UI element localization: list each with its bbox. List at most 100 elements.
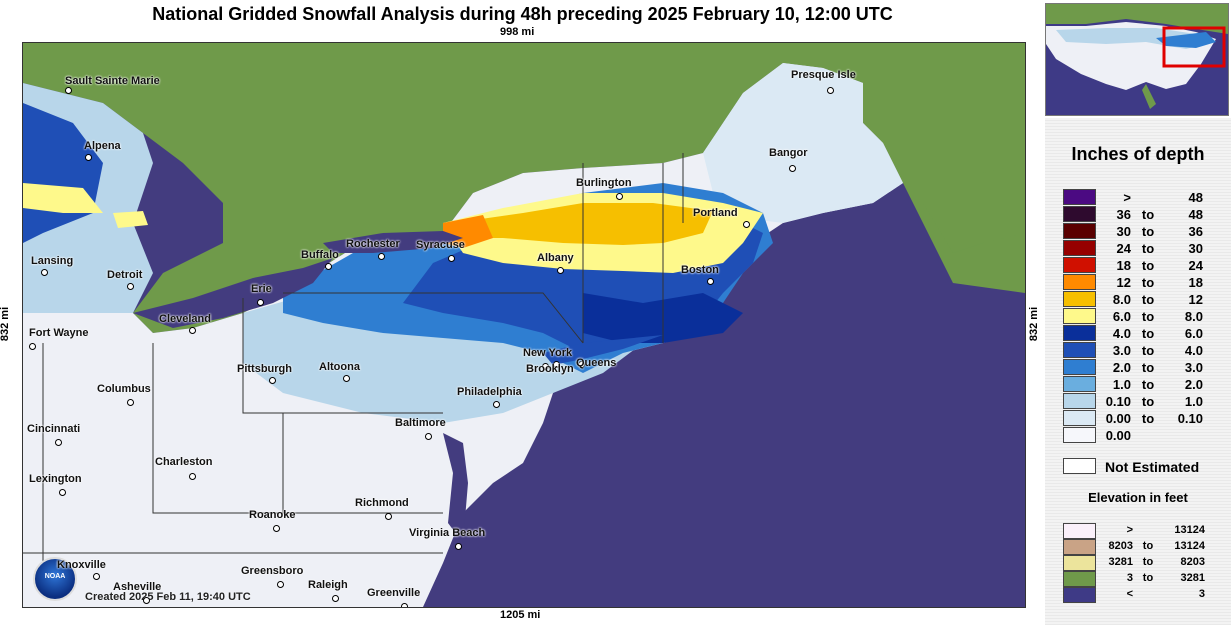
elevation-title: Elevation in feet [1088,490,1188,505]
city-label: Portland [693,207,738,219]
city-marker-icon [127,283,134,290]
legend-panel: Inches of depth >48 36 to 48 30 to 36 24 to 30 18 t… [1045,118,1231,625]
legend-low: 8.0 [1112,292,1131,307]
canada-land [23,43,1025,333]
legend-high: 3 [1198,588,1205,600]
legend-to: to [1141,292,1155,307]
legend-row: 0.00 to 0.10 [1063,410,1223,427]
snowfall-map[interactable]: NOAA Created 2025 Feb 11, 19:40 UTC Saul… [22,42,1026,608]
bottom-width-label: 1205 mi [500,609,541,621]
city-marker-icon [542,363,549,370]
legend-to: to [1141,343,1155,358]
city-label: Cleveland [159,313,211,325]
inset-view-box [1162,26,1226,68]
city-marker-icon [378,253,385,260]
city-label: Fort Wayne [29,327,89,339]
city-label: Greensboro [241,565,304,577]
inset-graphic [1046,4,1228,109]
city-label: Buffalo [301,249,339,261]
city-label: Sault Sainte Marie [65,75,160,87]
legend-swatch [1063,257,1096,273]
city-label: Burlington [576,177,632,189]
not-estimated-swatch [1063,458,1096,474]
legend-low: 36 [1116,207,1131,222]
legend-low: < [1126,588,1133,600]
city-marker-icon [401,603,408,607]
city-label: Asheville [113,581,162,593]
city-label: Erie [251,283,272,295]
legend-low: > [1126,524,1133,536]
legend-high: 30 [1188,241,1203,256]
legend-swatch [1063,223,1096,239]
city-marker-icon [59,489,66,496]
legend-row: 0.00 [1063,427,1223,444]
legend-high: 0.10 [1177,411,1203,426]
city-marker-icon [273,525,280,532]
city-marker-icon [616,193,623,200]
city-marker-icon [448,255,455,262]
legend-swatch [1063,410,1096,426]
legend-row: 3 to 3281 [1063,571,1223,588]
city-marker-icon [385,513,392,520]
map-graphic [23,43,1025,607]
city-marker-icon [455,543,462,550]
legend-to: to [1141,411,1155,426]
legend-swatch [1063,376,1096,392]
city-marker-icon [257,299,264,306]
legend-row: 0.10 to 1.0 [1063,393,1223,410]
legend-title: Inches of depth [1071,144,1205,164]
legend-high: 3281 [1180,572,1205,584]
legend-low: 8203 [1108,540,1133,552]
legend-swatch [1063,587,1096,603]
city-marker-icon [65,87,72,94]
city-marker-icon [325,263,332,270]
legend-swatch [1063,274,1096,290]
legend-row: 3.0 to 4.0 [1063,342,1223,359]
legend-to: to [1141,377,1155,392]
city-marker-icon [277,581,284,588]
city-label: Lansing [31,255,74,267]
city-label: Lexington [29,473,82,485]
legend-row: 30 to 36 [1063,223,1223,240]
lake-ontario [323,231,463,253]
legend-to: to [1141,275,1155,290]
legend-row: 36 to 48 [1063,206,1223,223]
city-label: Baltimore [395,417,446,429]
city-label: Rochester [346,238,400,250]
city-marker-icon [743,221,750,228]
legend-high: 24 [1188,258,1203,273]
not-estimated-row: Not Estimated [1063,458,1223,475]
city-marker-icon [493,401,500,408]
legend-row: 12 to 18 [1063,274,1223,291]
legend-row: 4.0 to 6.0 [1063,325,1223,342]
overview-inset-map[interactable] [1045,3,1229,116]
legend-high: 36 [1188,224,1203,239]
legend-to: to [1142,540,1154,552]
city-marker-icon [55,439,62,446]
city-marker-icon [189,327,196,334]
legend-swatch [1063,539,1096,555]
city-marker-icon [269,377,276,384]
legend-row: 8203 to 13124 [1063,539,1223,556]
city-label: Syracuse [416,239,465,251]
legend-high: 8.0 [1184,309,1203,324]
legend-swatch [1063,206,1096,222]
city-label: Richmond [355,497,409,509]
legend-row: 2.0 to 3.0 [1063,359,1223,376]
legend-low: > [1123,190,1131,205]
legend-high: 13124 [1174,524,1205,536]
legend-high: 2.0 [1184,377,1203,392]
legend-low: 24 [1116,241,1131,256]
city-label: Brooklyn [526,363,574,375]
legend-to: to [1141,309,1155,324]
legend-high: 3.0 [1184,360,1203,375]
city-marker-icon [827,87,834,94]
city-label: Queens [576,357,617,369]
city-label: Roanoke [249,509,296,521]
lake-erie [133,258,333,328]
legend-row: 3281 to 8203 [1063,555,1223,572]
city-label: Pittsburgh [237,363,292,375]
legend-row: <3 [1063,587,1223,604]
legend-row: >13124 [1063,523,1223,540]
